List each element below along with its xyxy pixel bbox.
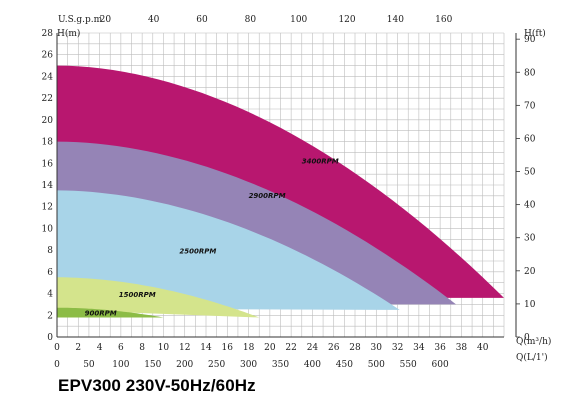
y-tick-label: 4: [47, 290, 53, 300]
x-tick-label: 22: [285, 343, 296, 353]
x-axis-lmin-label: Q(L/1'): [516, 352, 548, 363]
x-tick-label: 30: [371, 343, 383, 353]
usgpm-tick-label: 20: [100, 15, 112, 25]
curve-areas: [57, 65, 504, 318]
curve-area-900rpm: [57, 307, 164, 318]
ft-tick-label: 90: [524, 35, 536, 45]
y-tick-label: 8: [47, 246, 53, 256]
lmin-tick-label: 150: [144, 360, 161, 370]
lmin-tick-label: 600: [432, 360, 449, 370]
x-tick-label: 14: [200, 343, 212, 353]
lmin-tick-label: 50: [83, 360, 95, 370]
usgpm-tick-label: 140: [387, 15, 404, 25]
ft-tick-label: 80: [524, 68, 536, 78]
usgpm-tick-label: 60: [196, 15, 208, 25]
usgpm-tick-label: 120: [338, 15, 355, 25]
y-tick-label: 6: [47, 268, 53, 278]
chart-title: EPV300 230V-50Hz/60Hz: [58, 376, 256, 395]
y-tick-label: 24: [42, 72, 54, 82]
x-tick-label: 6: [118, 343, 124, 353]
usgpm-tick-label: 40: [148, 15, 160, 25]
lmin-tick-label: 500: [368, 360, 385, 370]
ft-tick-label: 20: [524, 267, 536, 277]
usgpm-tick-label: 100: [290, 15, 307, 25]
x-tick-label: 2: [75, 343, 81, 353]
curve-area-1500rpm: [57, 277, 260, 318]
x-axis-m3h-label: Q(m³/h): [516, 336, 551, 347]
ft-tick-label: 50: [524, 168, 536, 178]
lmin-tick-label: 350: [272, 360, 289, 370]
x-tick-label: 34: [413, 343, 425, 353]
x-tick-label: 26: [328, 343, 340, 353]
y-tick-label: 0: [47, 333, 53, 343]
y-axis-right-label: H(ft): [524, 28, 546, 39]
x-tick-label: 32: [392, 343, 403, 353]
curve-area-2500rpm: [57, 190, 400, 310]
lmin-tick-label: 250: [208, 360, 225, 370]
x-tick-label: 0: [54, 343, 60, 353]
curve-label-2900rpm: 2900RPM: [249, 192, 286, 200]
y-axis-left-label: H(m): [57, 28, 80, 39]
x-tick-label: 10: [158, 343, 170, 353]
lmin-tick-label: 450: [336, 360, 353, 370]
x-tick-label: 28: [349, 343, 361, 353]
y-tick-label: 20: [42, 116, 54, 126]
lmin-tick-label: 550: [400, 360, 417, 370]
x-tick-label: 38: [456, 343, 468, 353]
x-tick-label: 16: [222, 343, 234, 353]
ft-tick-label: 0: [524, 333, 530, 343]
x-tick-label: 18: [243, 343, 255, 353]
usgpm-tick-label: 160: [435, 15, 452, 25]
curve-label-1500rpm: 1500RPM: [119, 291, 156, 299]
x-tick-label: 12: [179, 343, 190, 353]
curve-labels: 3400RPM 2900RPM 2500RPM 1500RPM 900RPM: [85, 157, 339, 317]
y-tick-label: 14: [42, 181, 54, 191]
lmin-tick-label: 300: [240, 360, 257, 370]
ft-tick-label: 70: [524, 101, 536, 111]
y-tick-label: 16: [42, 159, 54, 169]
usgpm-tick-label: 80: [245, 15, 257, 25]
y-tick-label: 18: [42, 138, 54, 148]
curve-label-900rpm: 900RPM: [85, 309, 117, 317]
lmin-tick-label: 400: [304, 360, 321, 370]
ft-tick-label: 60: [524, 134, 536, 144]
x-tick-label: 24: [307, 343, 319, 353]
curve-label-2500rpm: 2500RPM: [179, 247, 216, 255]
y-tick-label: 10: [42, 224, 54, 234]
x-tick-label: 20: [264, 343, 276, 353]
y-tick-label: 22: [42, 94, 53, 104]
y-tick-label: 12: [42, 203, 53, 213]
axes: [56, 33, 517, 338]
y-tick-label: 2: [47, 311, 53, 321]
lmin-tick-label: 200: [176, 360, 193, 370]
ft-tick-label: 40: [524, 201, 536, 211]
x-tick-label: 36: [434, 343, 446, 353]
curve-label-3400rpm: 3400RPM: [302, 157, 339, 165]
ft-tick-label: 10: [524, 300, 536, 310]
x-tick-label: 40: [477, 343, 489, 353]
top-axis-label: U.S.g.p.m: [58, 15, 103, 25]
x-tick-label: 8: [139, 343, 145, 353]
y-tick-label: 28: [42, 29, 54, 39]
lmin-tick-label: 100: [112, 360, 129, 370]
y-tick-label: 26: [42, 51, 54, 61]
ft-tick-label: 30: [524, 234, 536, 244]
lmin-tick-label: 0: [54, 360, 60, 370]
x-tick-label: 4: [97, 343, 103, 353]
